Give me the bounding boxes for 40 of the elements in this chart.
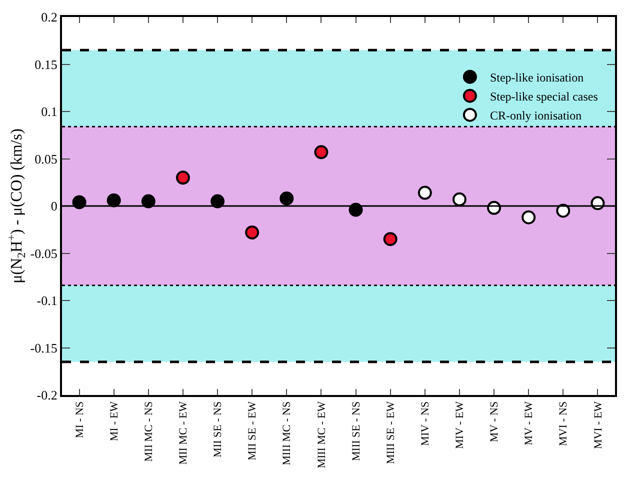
- y-tick-label: -0.2: [36, 388, 58, 403]
- point: [452, 192, 466, 206]
- x-tick-label: MIII SE - EW: [384, 400, 397, 464]
- y-tick-label: 0.15: [34, 56, 58, 72]
- x-tick-label: MI - EW: [108, 400, 120, 442]
- x-tick-label: MIII MC - EW: [316, 400, 328, 468]
- y-tick-label: -0.1: [36, 293, 58, 308]
- point: [280, 191, 294, 206]
- x-tick-label: MIV - NS: [419, 401, 432, 446]
- point: [418, 186, 432, 200]
- point: [245, 225, 260, 240]
- x-tick-label: MV - EW: [523, 400, 536, 446]
- x-tick-label: MII SE - NS: [212, 401, 224, 458]
- x-tick-label: MII MC - EW: [178, 400, 190, 465]
- y-tick-label: 0.2: [41, 10, 58, 25]
- x-tick-label: MVI - NS: [558, 401, 570, 446]
- legend-label: Step-like special cases: [490, 90, 598, 104]
- x-tick-label: MIV - EW: [454, 400, 466, 449]
- point: [72, 195, 86, 210]
- x-tick-label: MIII SE - NS: [350, 401, 362, 461]
- point: [314, 145, 328, 160]
- legend-label: Step-like ionisation: [490, 70, 584, 85]
- y-tick-label: 0.1: [41, 104, 58, 120]
- point: [176, 170, 190, 185]
- x-tick-label: MVI - EW: [592, 400, 604, 450]
- point: [210, 194, 225, 208]
- x-tick-label: MII MC - NS: [142, 401, 155, 462]
- x-tick-label: MIII MC - NS: [281, 401, 294, 466]
- y-tick-label: -0.05: [30, 246, 58, 261]
- point: [522, 210, 536, 224]
- y-tick-label: 0: [50, 198, 58, 214]
- point: [106, 193, 121, 208]
- x-tick-label: MI - NS: [74, 401, 86, 438]
- x-tick-label: MV - NS: [488, 401, 501, 442]
- point: [383, 232, 398, 246]
- point: [141, 194, 156, 208]
- y-tick-label: 0.05: [34, 151, 58, 166]
- y-tick-label: -0.15: [30, 340, 58, 356]
- legend-label: CR-only ionisation: [490, 108, 582, 123]
- x-tick-label: MII SE - EW: [246, 400, 259, 460]
